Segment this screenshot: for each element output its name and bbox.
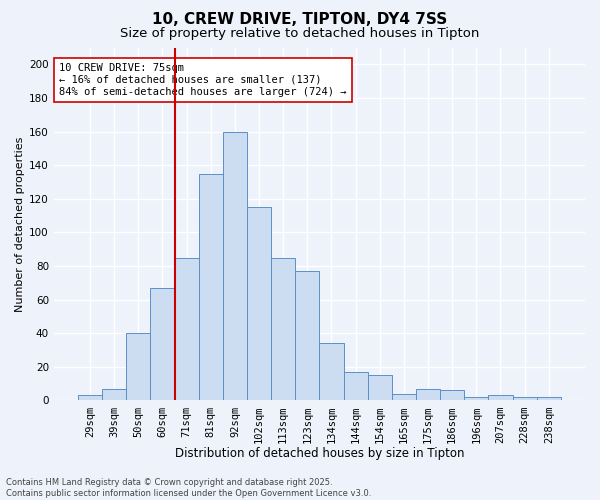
Bar [247, 207, 271, 400]
Bar [464, 397, 488, 400]
Bar [416, 388, 440, 400]
Bar [512, 397, 537, 400]
Bar [199, 174, 223, 400]
Bar [126, 333, 151, 400]
Text: Contains HM Land Registry data © Crown copyright and database right 2025.
Contai: Contains HM Land Registry data © Crown c… [6, 478, 371, 498]
Bar [440, 390, 464, 400]
Bar [102, 388, 126, 400]
Bar [271, 258, 295, 400]
Text: 10, CREW DRIVE, TIPTON, DY4 7SS: 10, CREW DRIVE, TIPTON, DY4 7SS [152, 12, 448, 28]
Bar [344, 372, 368, 400]
Bar [151, 288, 175, 401]
Text: Size of property relative to detached houses in Tipton: Size of property relative to detached ho… [121, 28, 479, 40]
Bar [78, 396, 102, 400]
Bar [223, 132, 247, 400]
Bar [488, 396, 512, 400]
Bar [368, 376, 392, 400]
Bar [537, 397, 561, 400]
Y-axis label: Number of detached properties: Number of detached properties [15, 136, 25, 312]
Text: 10 CREW DRIVE: 75sqm
← 16% of detached houses are smaller (137)
84% of semi-deta: 10 CREW DRIVE: 75sqm ← 16% of detached h… [59, 64, 347, 96]
X-axis label: Distribution of detached houses by size in Tipton: Distribution of detached houses by size … [175, 447, 464, 460]
Bar [175, 258, 199, 400]
Bar [295, 271, 319, 400]
Bar [319, 344, 344, 400]
Bar [392, 394, 416, 400]
